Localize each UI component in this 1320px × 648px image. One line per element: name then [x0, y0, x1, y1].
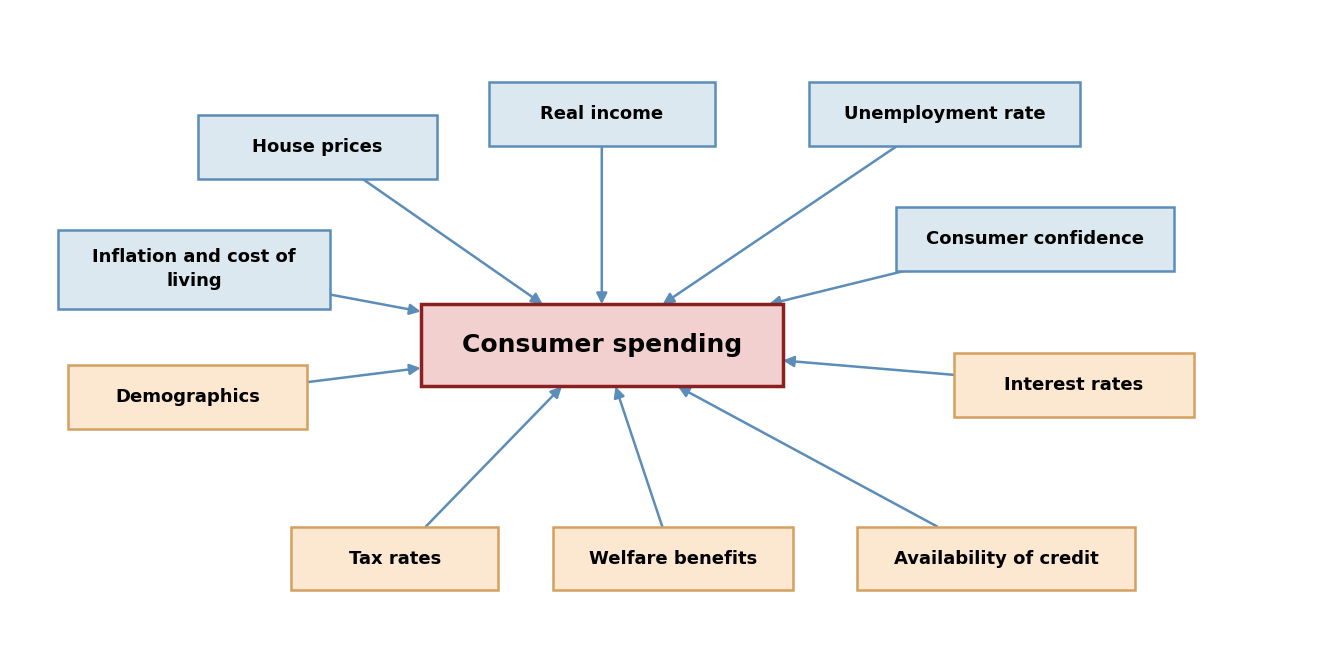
- FancyBboxPatch shape: [58, 229, 330, 309]
- FancyBboxPatch shape: [896, 207, 1175, 271]
- FancyBboxPatch shape: [421, 304, 783, 386]
- FancyBboxPatch shape: [553, 527, 792, 590]
- FancyBboxPatch shape: [488, 82, 715, 146]
- FancyBboxPatch shape: [69, 365, 308, 429]
- Text: Consumer confidence: Consumer confidence: [927, 230, 1144, 248]
- Text: Real income: Real income: [540, 105, 664, 123]
- Text: Interest rates: Interest rates: [1005, 376, 1143, 394]
- FancyBboxPatch shape: [198, 115, 437, 179]
- Text: Consumer spending: Consumer spending: [462, 333, 742, 357]
- Text: House prices: House prices: [252, 139, 383, 156]
- Text: Welfare benefits: Welfare benefits: [589, 550, 758, 568]
- FancyBboxPatch shape: [292, 527, 498, 590]
- Text: Availability of credit: Availability of credit: [894, 550, 1098, 568]
- Text: Tax rates: Tax rates: [348, 550, 441, 568]
- Text: Demographics: Demographics: [115, 388, 260, 406]
- FancyBboxPatch shape: [857, 527, 1135, 590]
- FancyBboxPatch shape: [954, 353, 1193, 417]
- FancyBboxPatch shape: [809, 82, 1080, 146]
- Text: Inflation and cost of
living: Inflation and cost of living: [92, 248, 296, 290]
- Text: Unemployment rate: Unemployment rate: [843, 105, 1045, 123]
